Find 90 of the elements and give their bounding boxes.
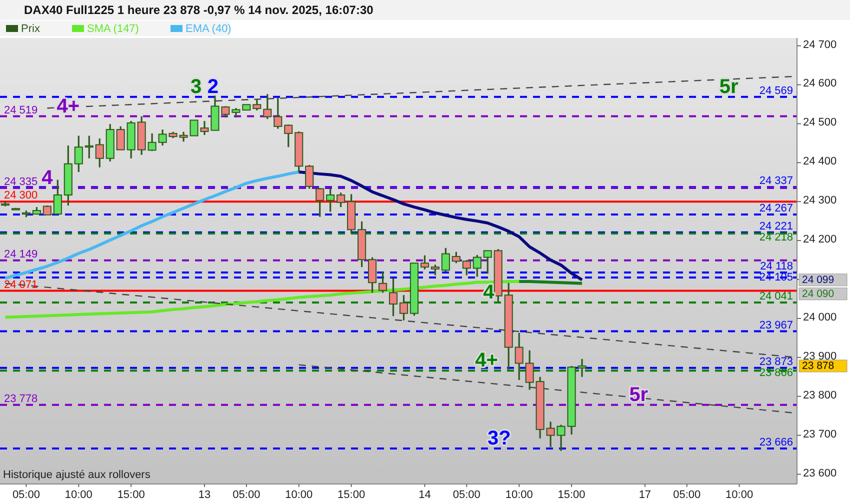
ref-line-label: 23 873 bbox=[759, 356, 793, 368]
candlestick bbox=[441, 247, 450, 273]
candlestick bbox=[556, 424, 566, 452]
x-tick-label: 05:00 bbox=[232, 489, 260, 500]
candlestick bbox=[53, 178, 62, 215]
ref-line-label: 24 149 bbox=[4, 248, 38, 260]
ref-line-label: 23 778 bbox=[4, 392, 38, 405]
candlestick bbox=[388, 278, 398, 317]
line-series bbox=[4, 280, 521, 319]
text: Prix bbox=[21, 23, 40, 35]
y-tick-label: 24 200 bbox=[803, 234, 837, 246]
ref-line-label: 24 519 bbox=[4, 104, 38, 116]
x-tick-label: 10:00 bbox=[505, 489, 533, 500]
x-tick-label: 05:00 bbox=[673, 489, 701, 500]
x-tick-label: 10:00 bbox=[285, 489, 313, 500]
y-tick-label: 23 600 bbox=[803, 467, 837, 480]
y-tick-label: 24 700 bbox=[803, 38, 837, 51]
x-tick-label: 05:00 bbox=[452, 489, 480, 500]
x-tick-label: 14 bbox=[418, 489, 431, 500]
text: SMA (147) bbox=[87, 23, 139, 35]
y-tick-label: 24 600 bbox=[803, 78, 837, 90]
text: 23 878 bbox=[802, 360, 834, 372]
x-tick-label: 15:00 bbox=[338, 489, 366, 500]
ref-line-label: 24 041 bbox=[759, 290, 793, 302]
y-tick-label: 24 500 bbox=[803, 116, 837, 129]
x-tick-label: 05:00 bbox=[12, 489, 40, 500]
ref-line-label: 23 967 bbox=[759, 319, 793, 332]
y-tick-label: 23 700 bbox=[803, 428, 837, 440]
candlestick bbox=[326, 188, 335, 213]
candlestick bbox=[232, 107, 240, 118]
annotation: Historique ajusté aux rollovers bbox=[3, 469, 151, 481]
line-series bbox=[297, 170, 584, 282]
annotation: 5r bbox=[719, 76, 739, 98]
candlestick bbox=[399, 294, 408, 322]
x-tick-label: 17 bbox=[638, 489, 652, 500]
ref-line-label: 23 666 bbox=[759, 436, 793, 449]
x-tick-label: 15:00 bbox=[558, 489, 586, 500]
ref-line-label: 24 569 bbox=[759, 84, 793, 97]
x-tick-label: 10:00 bbox=[726, 489, 754, 500]
ref-line-label: 24 300 bbox=[4, 190, 38, 202]
candlestick bbox=[378, 270, 388, 294]
ref-line-label: 24 335 bbox=[4, 176, 38, 188]
candlestick bbox=[84, 134, 94, 160]
y-tick-label: 24 300 bbox=[803, 194, 837, 207]
candlestick bbox=[42, 204, 52, 216]
ref-line-label: 24 118 bbox=[760, 260, 793, 272]
annotation: 2 bbox=[207, 76, 218, 98]
annotation: 4+ bbox=[56, 95, 80, 118]
text: 24 090 bbox=[802, 288, 834, 300]
x-tick-label: 10:00 bbox=[64, 489, 92, 500]
text: 24 099 bbox=[802, 274, 834, 286]
candlestick bbox=[305, 164, 314, 190]
y-tick-label: 24 000 bbox=[803, 311, 837, 324]
annotation: 4+ bbox=[475, 350, 498, 372]
candlestick bbox=[284, 124, 293, 148]
chart-title: DAX40 Full1225 1 heure 23 878 -0,97 % 14 nov. 2025, 16:07:30 bbox=[24, 3, 374, 17]
ref-line-label: 24 221 bbox=[759, 220, 793, 232]
x-tick-label: 15:00 bbox=[117, 489, 145, 500]
candlestick bbox=[263, 93, 272, 120]
candlestick bbox=[148, 132, 156, 152]
candlestick bbox=[368, 256, 377, 294]
candlestick bbox=[252, 98, 262, 112]
candlestick bbox=[420, 254, 429, 270]
candlestick bbox=[158, 128, 167, 146]
annotation: 3 bbox=[190, 76, 202, 98]
candlestick bbox=[514, 332, 524, 381]
candlestick bbox=[74, 134, 83, 173]
ref-line-label: 24 267 bbox=[759, 202, 793, 214]
candlestick bbox=[546, 420, 555, 448]
candlestick bbox=[116, 126, 125, 151]
candlestick bbox=[452, 251, 460, 264]
annotation: 4 bbox=[42, 166, 54, 189]
ref-line-label: 24 337 bbox=[759, 175, 793, 188]
candlestick bbox=[462, 259, 471, 276]
text: EMA (40) bbox=[186, 23, 232, 35]
annotation: 3? bbox=[488, 428, 511, 450]
candlestick bbox=[336, 192, 346, 208]
y-tick-label: 23 900 bbox=[803, 350, 837, 362]
candlestick bbox=[95, 138, 104, 168]
annotation: 5r bbox=[629, 384, 648, 406]
candlestick bbox=[274, 96, 282, 130]
candlestick bbox=[316, 187, 324, 218]
line-series bbox=[4, 170, 300, 280]
candlestick bbox=[430, 264, 440, 276]
candlestick bbox=[483, 250, 492, 274]
candlestick bbox=[472, 254, 482, 278]
candlestick bbox=[525, 350, 534, 391]
x-tick-label: 13 bbox=[198, 489, 211, 500]
y-tick-label: 24 400 bbox=[803, 156, 837, 168]
y-tick-label: 23 800 bbox=[803, 389, 837, 402]
